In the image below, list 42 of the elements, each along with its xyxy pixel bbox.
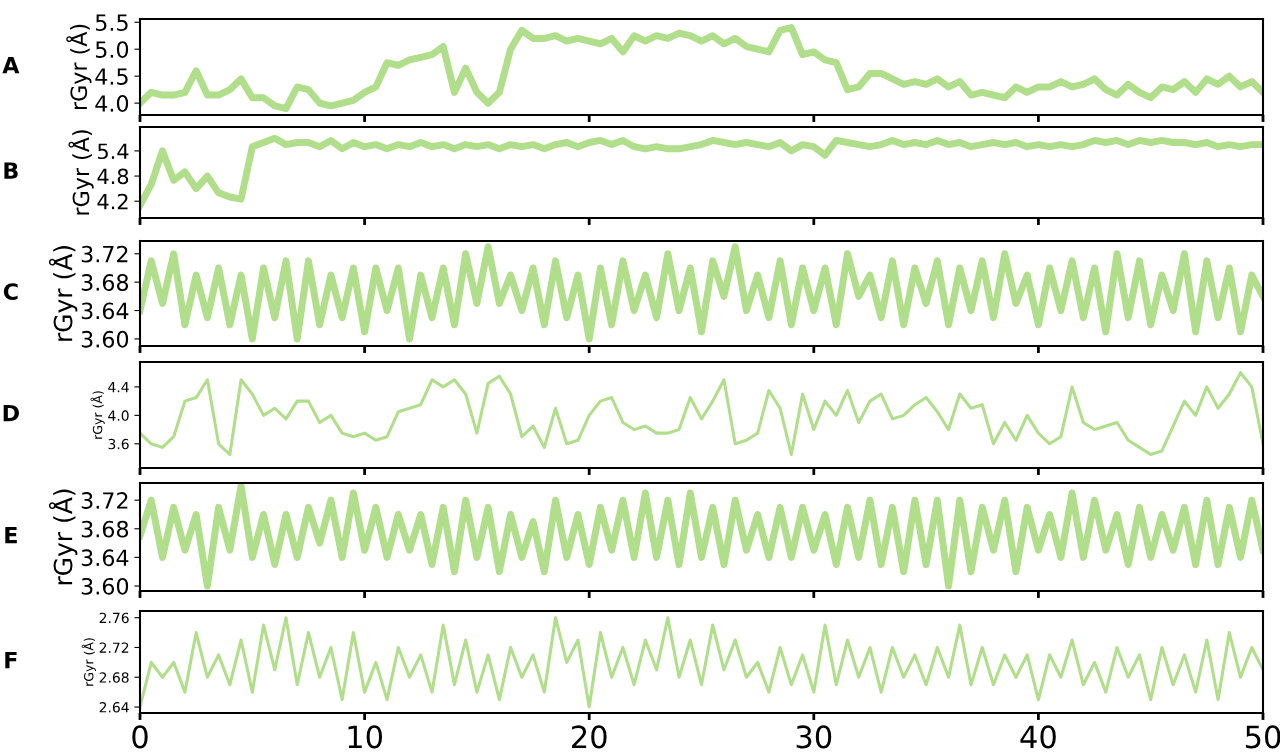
text: B <box>4 162 18 179</box>
x-tick-label: 50 <box>1245 725 1280 749</box>
y-tick-label: 3.64 <box>81 302 129 320</box>
y-tick-label: 4.5 <box>95 68 128 85</box>
x-tick-label: 30 <box>796 725 832 749</box>
y-tick-label: 2.76 <box>99 612 129 624</box>
y-tick-label: 2.68 <box>99 672 129 683</box>
y-tick-label: 3.72 <box>81 492 128 509</box>
y-tick-label: 3.60 <box>81 577 129 595</box>
y-tick-label: 3.60 <box>81 330 129 348</box>
y-tick-label: 4.0 <box>95 95 129 112</box>
y-tick-label: 2.72 <box>99 642 129 653</box>
text: A <box>2 56 20 74</box>
text: D <box>3 404 19 422</box>
x-tick-label: 10 <box>348 725 383 749</box>
y-tick-label: 5.5 <box>95 14 128 31</box>
y-axis-title: rGyr (Å) <box>48 246 78 341</box>
text: C <box>3 283 18 300</box>
y-axis-title: rGyr (Å) <box>68 130 94 215</box>
x-tick-label: 0 <box>132 725 148 749</box>
text: E <box>5 526 17 544</box>
line-series <box>140 371 1263 457</box>
y-axis-title: rGyr (Å) <box>48 489 78 585</box>
y-tick-label: 5.4 <box>98 143 129 160</box>
y-tick-label: 4.0 <box>108 410 129 421</box>
y-axis-title: rGyr (Å) <box>90 391 105 439</box>
text: F <box>5 651 17 669</box>
y-tick-label: 3.72 <box>81 245 128 263</box>
y-tick-label: 4.4 <box>108 382 129 393</box>
line-series <box>140 616 1263 709</box>
y-tick-label: 2.64 <box>99 702 129 713</box>
y-tick-label: 3.64 <box>81 549 129 567</box>
x-tick-label: 20 <box>572 725 607 749</box>
y-tick-label: 4.2 <box>97 193 128 210</box>
y-tick-label: 3.6 <box>108 438 129 450</box>
y-tick-label: 3.68 <box>81 274 129 291</box>
y-axis-title: rGyr (Å) <box>66 24 92 110</box>
x-tick-label: 40 <box>1020 725 1056 749</box>
y-tick-label: 3.68 <box>81 520 129 538</box>
y-tick-label: 5.0 <box>95 41 129 58</box>
y-tick-label: 4.8 <box>97 168 129 185</box>
y-axis-title: rGyr (Å) <box>81 638 96 686</box>
